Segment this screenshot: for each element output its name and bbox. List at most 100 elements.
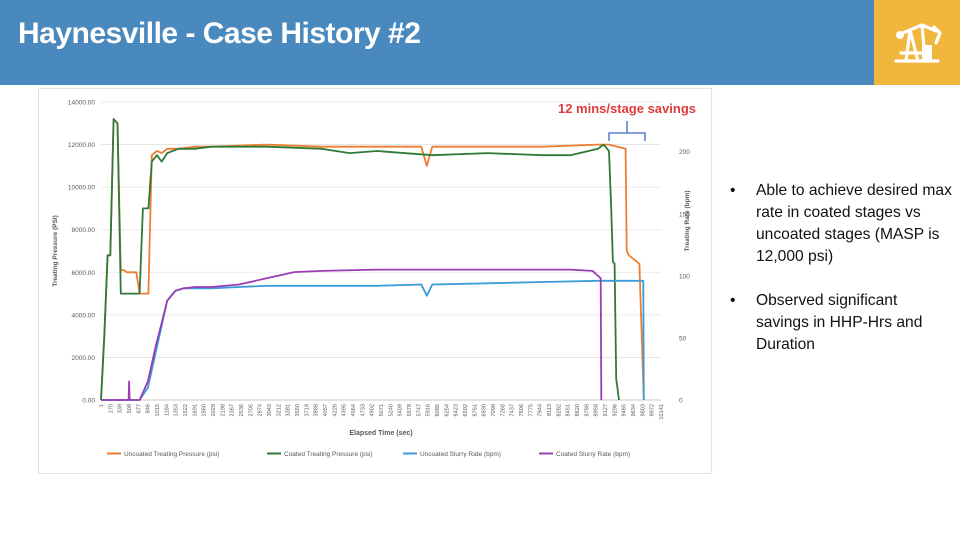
x-tick-label: 6761 — [472, 404, 478, 416]
bullet-list: • Able to achieve desired max rate in co… — [728, 180, 953, 378]
x-tick-label: 2874 — [258, 404, 264, 416]
legend-label: Uncoated Treating Pressure (psi) — [124, 451, 219, 458]
x-tick-label: 4057 — [323, 404, 329, 416]
y-left-tick-label: 8000.00 — [72, 227, 96, 234]
x-tick-label: 3043 — [267, 404, 273, 416]
x-tick-label: 5916 — [426, 404, 432, 416]
x-tick-label: 1184 — [164, 404, 170, 416]
x-tick-label: 7944 — [538, 404, 544, 416]
x-tick-label: 6254 — [444, 404, 450, 416]
x-tick-label: 2367 — [230, 404, 236, 416]
y-left-tick-label: 14000.00 — [68, 100, 95, 107]
x-tick-label: 1522 — [183, 404, 189, 416]
bullet-dot: • — [730, 292, 736, 309]
legend-label: Coated Treating Pressure (psi) — [284, 451, 373, 458]
bullet-text: Observed significant savings in HHP-Hrs … — [756, 292, 923, 353]
y-right-tick-label: 100 — [679, 273, 690, 280]
x-tick-label: 677 — [136, 404, 142, 413]
x-tick-label: 846 — [146, 404, 152, 413]
x-tick-label: 7268 — [500, 404, 506, 416]
x-tick-label: 9634 — [631, 404, 637, 416]
annotation-label: 12 mins/stage savings — [558, 101, 696, 116]
bullet-item: • Observed significant savings in HHP-Hr… — [728, 290, 953, 356]
y-right-tick-label: 150 — [679, 211, 690, 218]
y-left-tick-label: 6000.00 — [72, 270, 96, 277]
y-right-axis-title: Treating Rate (bpm) — [684, 190, 691, 251]
x-tick-label: 9972 — [650, 404, 656, 416]
x-tick-label: 8958 — [594, 404, 600, 416]
series-line — [101, 279, 645, 401]
oil-pumpjack-icon — [894, 23, 942, 63]
x-tick-label: 6085 — [435, 404, 441, 416]
x-tick-label: 9465 — [622, 404, 628, 416]
x-tick-label: 3212 — [276, 404, 282, 416]
x-tick-label: 7606 — [519, 404, 525, 416]
legend-label: Uncoated Slurry Rate (bpm) — [420, 451, 501, 458]
x-tick-label: 9296 — [612, 404, 618, 416]
x-tick-label: 6592 — [463, 404, 469, 416]
x-tick-label: 6423 — [454, 404, 460, 416]
x-tick-label: 4226 — [332, 404, 338, 416]
y-left-tick-label: 0.00 — [82, 398, 95, 405]
logo-badge — [874, 0, 960, 85]
x-tick-label: 3719 — [304, 404, 310, 416]
y-left-tick-label: 4000.00 — [72, 312, 96, 319]
x-tick-label: 2536 — [239, 404, 245, 416]
x-tick-label: 5747 — [416, 404, 422, 416]
x-tick-label: 8282 — [556, 404, 562, 416]
y-left-tick-label: 2000.00 — [72, 355, 96, 362]
x-tick-label: 5578 — [407, 404, 413, 416]
x-axis-title: Elapsed Time (sec) — [349, 430, 412, 437]
slide-header: Haynesville - Case History #2 — [0, 0, 960, 85]
x-tick-label: 9127 — [603, 404, 609, 416]
bullet-dot: • — [730, 182, 736, 199]
x-tick-label: 1860 — [202, 404, 208, 416]
series-line — [101, 268, 603, 401]
x-tick-label: 7775 — [528, 404, 534, 416]
x-tick-label: 3550 — [295, 404, 301, 416]
x-tick-label: 1353 — [174, 404, 180, 416]
series-line — [100, 118, 620, 401]
x-tick-label: 8451 — [566, 404, 572, 416]
x-tick-label: 1691 — [192, 404, 198, 416]
x-tick-label: 10141 — [659, 404, 665, 420]
series-line — [100, 118, 645, 401]
y-right-tick-label: 0 — [679, 398, 683, 405]
x-tick-label: 1 — [99, 404, 105, 407]
x-tick-label: 5071 — [379, 404, 385, 416]
x-tick-label: 170 — [108, 404, 114, 413]
chart-panel: 0.00 2000.00 4000.00 6000.00 8000.00 10000.00… — [38, 88, 712, 474]
x-tick-label: 9803 — [640, 404, 646, 416]
y-left-axis-title: Treating Pressure (PSI) — [52, 215, 59, 287]
y-right-tick-label: 50 — [679, 335, 687, 342]
x-tick-label: 7437 — [510, 404, 516, 416]
x-tick-label: 4564 — [351, 404, 357, 416]
x-tick-label: 8620 — [575, 404, 581, 416]
x-tick-label: 4902 — [370, 404, 376, 416]
y-right-tick-label: 200 — [679, 149, 690, 156]
pressure-rate-chart: 0.00 2000.00 4000.00 6000.00 8000.00 10000.00… — [52, 100, 696, 459]
x-tick-label: 3888 — [314, 404, 320, 416]
x-tick-label: 1015 — [155, 404, 161, 416]
y-left-tick-label: 10000.00 — [68, 185, 95, 192]
slide-title: Haynesville - Case History #2 — [18, 17, 421, 50]
x-tick-label: 2705 — [248, 404, 254, 416]
x-tick-label: 4395 — [342, 404, 348, 416]
bullet-item: • Able to achieve desired max rate in co… — [728, 180, 953, 268]
y-left-tick-label: 12000.00 — [68, 142, 95, 149]
x-tick-label: 5409 — [398, 404, 404, 416]
x-tick-label: 4733 — [360, 404, 366, 416]
legend-label: Coated Slurry Rate (bpm) — [556, 451, 630, 458]
bullet-text: Able to achieve desired max rate in coat… — [756, 182, 952, 265]
x-tick-label: 2198 — [220, 404, 226, 416]
x-tick-label: 3381 — [286, 404, 292, 416]
x-tick-label: 2029 — [211, 404, 217, 416]
annotation-bracket — [608, 132, 646, 141]
x-tick-label: 6930 — [482, 404, 488, 416]
x-tick-label: 508 — [127, 404, 133, 413]
x-tick-label: 8789 — [584, 404, 590, 416]
x-tick-label: 8113 — [547, 404, 553, 416]
x-tick-label: 5240 — [388, 404, 394, 416]
x-tick-label: 7099 — [491, 404, 497, 416]
x-tick-label: 339 — [118, 404, 124, 413]
